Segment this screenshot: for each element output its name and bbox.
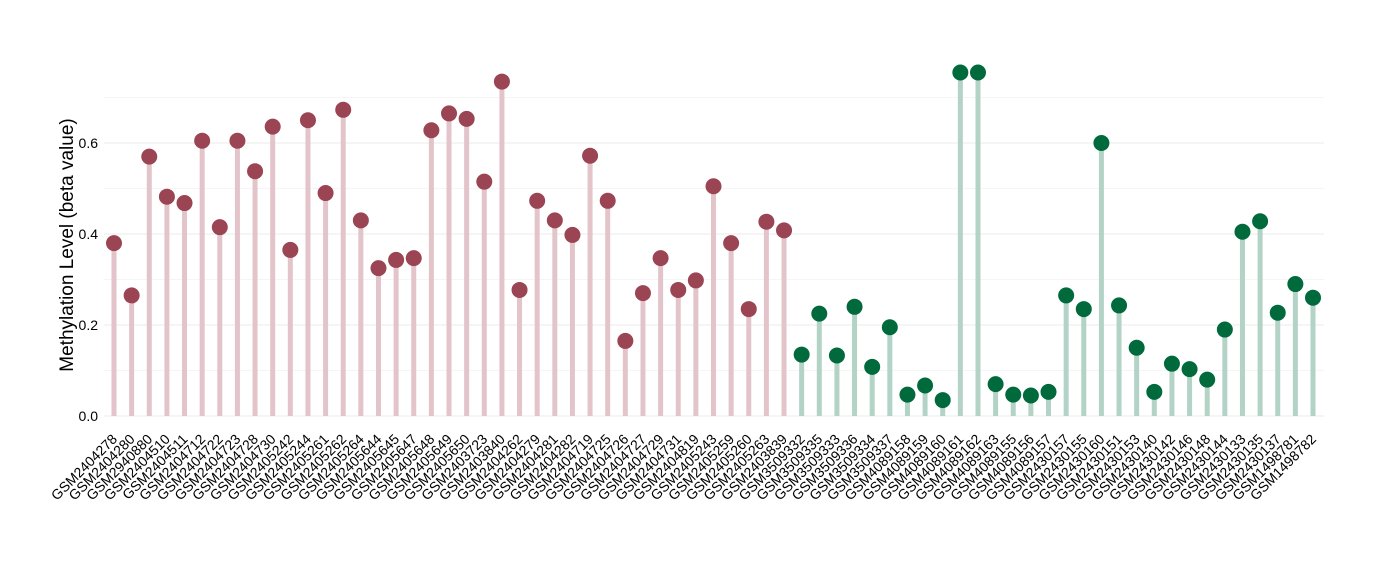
lollipop-point (899, 386, 916, 403)
lollipop-point (793, 346, 810, 363)
lollipop-point (423, 122, 440, 139)
lollipop-point (106, 235, 122, 252)
lollipop-point (458, 110, 475, 127)
lollipop-point (652, 250, 669, 267)
lollipop-point (1005, 386, 1022, 403)
lollipop-point (617, 332, 634, 349)
lollipop-point (1199, 371, 1216, 388)
lollipop-point (881, 319, 898, 336)
lollipop-point (158, 188, 175, 205)
y-tick-label: 0.6 (79, 135, 99, 151)
lollipop-point (1075, 301, 1092, 318)
x-axis: GSM2404278GSM2404280GSM2940880GSM2404510… (48, 431, 1320, 504)
lollipop-point (811, 305, 828, 322)
points (106, 64, 1321, 409)
lollipop-point (564, 226, 581, 243)
lollipop-point (582, 147, 599, 164)
lollipop-point (723, 235, 740, 252)
lollipop-point (969, 64, 986, 81)
lollipop-point (546, 212, 563, 229)
lollipop-point (441, 105, 458, 122)
lollipop-point (229, 132, 246, 149)
lollipop-point (952, 64, 969, 81)
y-axis-title: Methylation Level (beta value) (57, 118, 78, 371)
lollipop-point (1111, 297, 1128, 314)
lollipop-point (828, 347, 845, 364)
lollipop-point (846, 298, 863, 315)
lollipop-point (194, 132, 211, 149)
lollipop-point (1181, 361, 1198, 378)
lollipop-point (670, 281, 687, 298)
lollipop-point (987, 376, 1004, 393)
lollipop-point (299, 112, 316, 129)
lollipop-point (529, 192, 546, 209)
lollipop-point (634, 285, 651, 302)
lollipop-point (1163, 355, 1180, 372)
lollipop-point (511, 281, 528, 298)
lollipop-point (282, 241, 299, 258)
y-tick-label: 0.2 (79, 317, 99, 333)
lollipop-point (1269, 304, 1286, 321)
lollipop-point (1093, 135, 1110, 151)
lollipop-point (1252, 213, 1269, 230)
lollipop-point (917, 377, 934, 394)
lollipop-point (1234, 223, 1251, 240)
lollipop-point (776, 222, 793, 239)
lollipop-point (1022, 387, 1039, 404)
lollipop-point (1287, 276, 1304, 293)
y-axis: 0.0 0.2 0.4 0.6 (79, 135, 99, 424)
lollipop-point (493, 73, 510, 90)
lollipop-point (1305, 289, 1321, 306)
lollipop-point (1040, 383, 1057, 400)
lollipop-point (1058, 287, 1075, 304)
lollipop-point (687, 272, 704, 289)
lollipop-point (388, 251, 405, 268)
lollipop-point (1216, 321, 1233, 338)
lollipop-point (740, 301, 757, 318)
lollipop-point (1146, 383, 1163, 400)
lollipop-point (123, 287, 140, 304)
lollipop-point (1128, 339, 1145, 356)
lollipop-point (599, 192, 616, 209)
stems (111, 72, 1316, 416)
lollipop-point (352, 212, 369, 229)
lollipop-point (211, 219, 228, 236)
y-tick-label: 0.0 (79, 408, 99, 424)
lollipop-point (317, 185, 334, 202)
lollipop-point (264, 118, 281, 135)
lollipop-point (405, 250, 422, 267)
lollipop-point (335, 101, 352, 118)
lollipop-point (476, 173, 493, 190)
lollipop-point (370, 260, 387, 277)
lollipop-point (247, 163, 264, 180)
y-tick-label: 0.4 (79, 226, 99, 242)
lollipop-point (934, 392, 951, 409)
lollipop-point (705, 178, 722, 195)
lollipop-point (141, 148, 158, 165)
lollipop-point (758, 213, 775, 230)
lollipop-point (864, 358, 881, 375)
lollipop-point (176, 195, 193, 212)
